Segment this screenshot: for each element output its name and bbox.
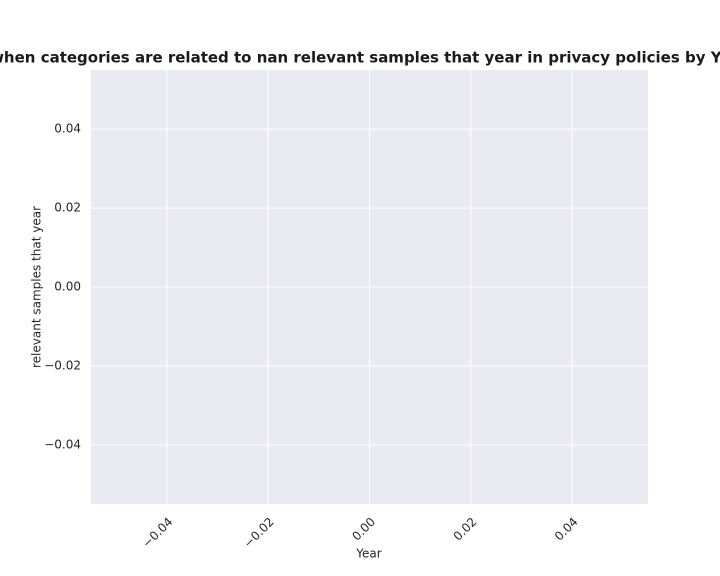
y-axis-label: relevant samples that year <box>30 206 44 368</box>
y-tick-label: 0.04 <box>54 122 81 136</box>
y-tick-label: 0.00 <box>54 280 81 294</box>
x-tick-label: −0.04 <box>140 515 176 551</box>
y-tick-label: −0.02 <box>44 358 81 372</box>
x-axis-label: Year <box>355 547 381 561</box>
y-tick-label: 0.02 <box>54 201 81 215</box>
x-tick-label: 0.04 <box>552 515 581 544</box>
x-tick-label: 0.02 <box>451 515 480 544</box>
y-tick-label: −0.04 <box>44 437 81 451</box>
chart-title: when categories are related to nan relev… <box>0 49 720 67</box>
x-tick-label: 0.00 <box>349 515 378 544</box>
x-tick-label: −0.02 <box>241 515 277 551</box>
